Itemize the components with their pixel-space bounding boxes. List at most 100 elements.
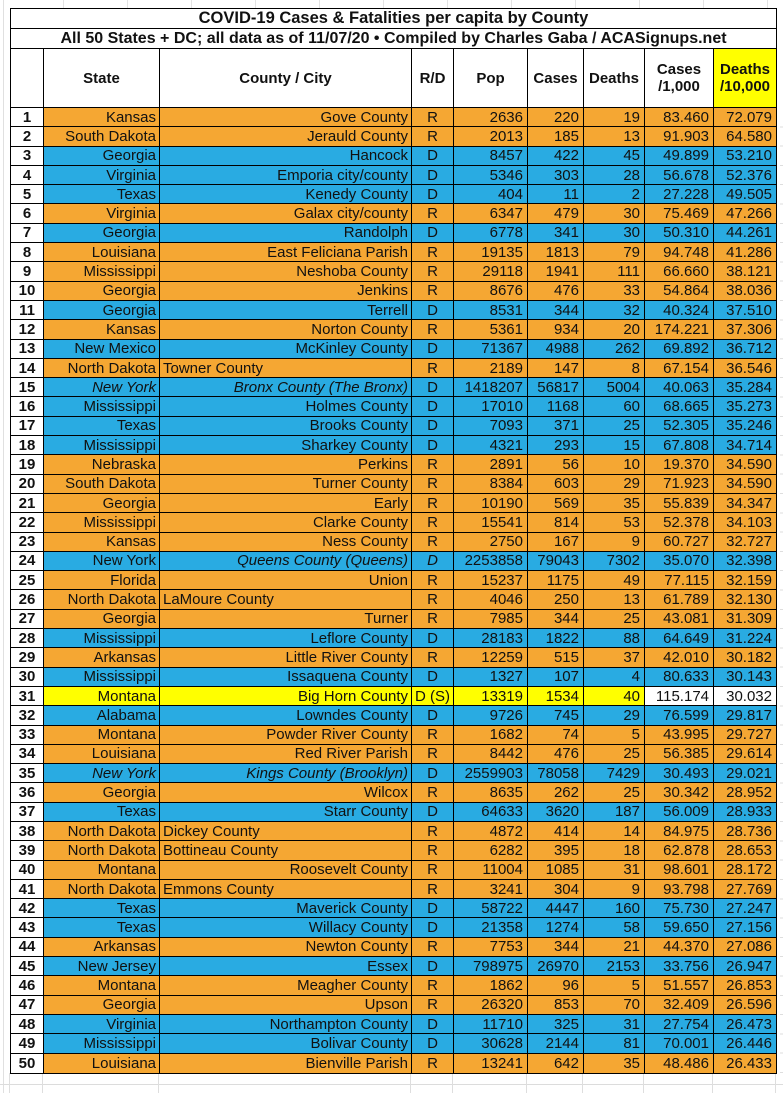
cell-party: R (412, 860, 454, 879)
table-row: 6 Virginia Galax city/county R 6347 479 30 75.4… (11, 204, 776, 224)
cell-population: 4046 (454, 590, 528, 609)
cell-county: Little River County (160, 648, 412, 667)
table-row: 14 North Dakota Towner County R 2189 147 8 67.1… (11, 358, 776, 379)
cell-rank: 17 (11, 416, 44, 436)
table-row: 42 Texas Maverick County D 58722 4447 160 75.73… (11, 899, 776, 919)
cell-rank: 34 (11, 744, 44, 764)
cell-cases-per-1000: 67.808 (645, 436, 714, 455)
cell-deaths-per-10000: 27.086 (714, 937, 776, 957)
cell-deaths-per-10000: 41.286 (714, 243, 776, 262)
table-row: 5 Texas Kenedy County D 404 11 2 27.228 49.505 (11, 185, 776, 205)
cell-county: Bottineau County (160, 841, 412, 860)
cell-cases: 3620 (528, 802, 584, 821)
header-cases-per-1000: Cases /1,000 (645, 49, 714, 107)
table-row: 31 Montana Big Horn County D (S) 13319 1534 40… (11, 686, 776, 707)
cell-cases: 1941 (528, 262, 584, 281)
cell-deaths: 31 (584, 860, 645, 879)
cell-party: R (412, 532, 454, 551)
cell-population: 15237 (454, 571, 528, 590)
cell-deaths: 20 (584, 320, 645, 339)
cell-rank: 33 (11, 725, 44, 744)
cell-deaths: 60 (584, 397, 645, 416)
covid-county-table: COVID-19 Cases & Fatalities per capita b… (10, 8, 777, 1074)
cell-cases-per-1000: 50.310 (645, 223, 714, 243)
cell-county: Meagher County (160, 976, 412, 995)
cell-deaths-per-10000: 26.853 (714, 976, 776, 995)
cell-rank: 46 (11, 976, 44, 995)
cell-party: R (412, 204, 454, 223)
cell-rank: 20 (11, 474, 44, 493)
cell-state: Georgia (44, 609, 160, 629)
cell-cases-per-1000: 174.221 (645, 320, 714, 339)
cell-rank: 7 (11, 223, 44, 243)
table-row: 15 New York Bronx County (The Bronx) D 14182… (11, 378, 776, 398)
cell-county: Dickey County (160, 821, 412, 841)
cell-cases: 303 (528, 165, 584, 185)
cell-deaths: 81 (584, 1034, 645, 1053)
cell-population: 5361 (454, 320, 528, 339)
cell-state: Montana (44, 976, 160, 995)
cell-deaths-per-10000: 30.182 (714, 648, 776, 667)
cell-deaths-per-10000: 34.103 (714, 513, 776, 532)
cell-state: New York (44, 764, 160, 783)
cell-cases-per-1000: 93.798 (645, 879, 714, 899)
cell-state: Virginia (44, 1014, 160, 1034)
cell-party: D (412, 165, 454, 185)
cell-rank: 37 (11, 802, 44, 821)
cell-state: North Dakota (44, 841, 160, 860)
cell-population: 7985 (454, 609, 528, 629)
cell-population: 2013 (454, 127, 528, 146)
cell-state: Georgia (44, 995, 160, 1014)
cell-cases: 220 (528, 108, 584, 127)
cell-deaths: 9 (584, 532, 645, 551)
cell-state: Nebraska (44, 455, 160, 474)
table-row: 41 North Dakota Emmons County R 3241 304 9 93.7… (11, 879, 776, 900)
cell-deaths-per-10000: 26.446 (714, 1034, 776, 1053)
cell-deaths: 37 (584, 648, 645, 667)
cell-deaths-per-10000: 36.546 (714, 358, 776, 378)
cell-party: R (412, 937, 454, 957)
cell-state: North Dakota (44, 590, 160, 609)
cell-deaths-per-10000: 32.159 (714, 571, 776, 590)
cell-state: Montana (44, 725, 160, 744)
cell-cases: 1175 (528, 571, 584, 590)
header-state: State (44, 49, 160, 107)
cell-cases-per-1000: 52.378 (645, 513, 714, 532)
cell-rank: 40 (11, 860, 44, 879)
cell-county: Clarke County (160, 513, 412, 532)
cell-county: Perkins (160, 455, 412, 474)
cell-party: D (412, 706, 454, 725)
cell-deaths-per-10000: 27.247 (714, 899, 776, 918)
cell-rank: 15 (11, 378, 44, 397)
cell-population: 1327 (454, 667, 528, 686)
cell-party: R (412, 513, 454, 532)
cell-party: D (412, 397, 454, 416)
cell-party: R (412, 455, 454, 474)
cell-population: 3241 (454, 879, 528, 899)
cell-cases: 344 (528, 937, 584, 957)
cell-county: Issaquena County (160, 667, 412, 686)
table-row: 46 Montana Meagher County R 1862 96 5 51.557 26.… (11, 976, 776, 996)
table-row: 25 Florida Union R 15237 1175 49 77.115 32.159 (11, 571, 776, 591)
cell-deaths: 7302 (584, 551, 645, 571)
cell-rank: 31 (11, 686, 44, 706)
cell-cases-per-1000: 43.081 (645, 609, 714, 629)
cell-rank: 10 (11, 281, 44, 300)
cell-state: Montana (44, 686, 160, 706)
cell-cases-per-1000: 64.649 (645, 629, 714, 648)
cell-state: Kansas (44, 532, 160, 551)
cell-cases-per-1000: 30.493 (645, 764, 714, 783)
cell-rank: 11 (11, 300, 44, 320)
cell-deaths-per-10000: 30.143 (714, 667, 776, 686)
cell-state: Texas (44, 185, 160, 204)
cell-cases-per-1000: 70.001 (645, 1034, 714, 1053)
cell-population: 2891 (454, 455, 528, 474)
table-row: 23 Kansas Ness County R 2750 167 9 60.727 32.727 (11, 532, 776, 552)
cell-county: Upson (160, 995, 412, 1014)
table-row: 13 New Mexico McKinley County D 71367 4988 262… (11, 339, 776, 359)
cell-deaths: 15 (584, 436, 645, 455)
cell-party: R (412, 976, 454, 995)
cell-cases: 26970 (528, 957, 584, 976)
cell-deaths: 262 (584, 339, 645, 358)
cell-deaths: 8 (584, 358, 645, 378)
